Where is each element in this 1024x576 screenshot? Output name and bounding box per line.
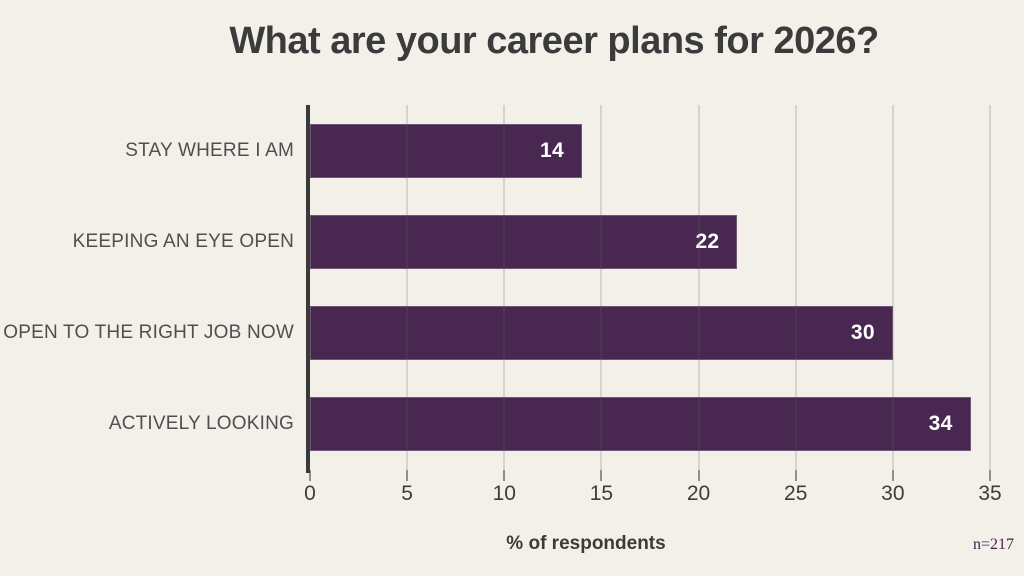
gridline xyxy=(503,105,506,470)
x-tick-mark xyxy=(697,470,700,481)
x-tick-label: 25 xyxy=(784,482,808,505)
bar-1: 22 xyxy=(310,214,738,269)
bar-0: 14 xyxy=(310,123,582,178)
x-tick-label: 0 xyxy=(304,482,316,505)
gridline xyxy=(697,105,700,470)
x-tick-label: 30 xyxy=(881,482,905,505)
gridline xyxy=(891,105,894,470)
x-tick-mark xyxy=(309,470,311,481)
x-tick-mark xyxy=(891,470,894,481)
bar-value-label: 30 xyxy=(850,321,875,345)
x-axis: 0 5 10 15 20 25 30 35 xyxy=(304,470,1002,520)
bar-value-label: 22 xyxy=(695,229,720,253)
x-tick-mark xyxy=(989,470,991,481)
x-tick-mark xyxy=(600,470,603,481)
category-label-1: KEEPING AN EYE OPEN xyxy=(72,230,294,252)
category-axis-labels: STAY WHERE I AM KEEPING AN EYE OPEN OPEN T… xyxy=(0,105,294,470)
bar-3: 34 xyxy=(310,397,971,452)
chart-title: What are your career plans for 2026? xyxy=(229,20,879,62)
x-tick-label: 35 xyxy=(978,482,1002,505)
plot-area: 14 22 30 34 xyxy=(306,105,991,473)
gridline xyxy=(794,105,797,470)
x-tick-mark xyxy=(406,470,409,481)
x-tick-mark xyxy=(794,470,797,481)
x-tick-mark xyxy=(503,470,506,481)
x-tick-label: 10 xyxy=(492,482,516,505)
gridline xyxy=(406,105,409,470)
category-label-0: STAY WHERE I AM xyxy=(125,139,294,161)
y-axis-line xyxy=(306,105,310,473)
gridline xyxy=(989,105,991,470)
gridline xyxy=(600,105,603,470)
x-tick-label: 20 xyxy=(686,482,711,505)
x-tick-label: 15 xyxy=(589,482,614,505)
bar-2: 30 xyxy=(310,306,893,361)
category-label-3: ACTIVELY LOOKING xyxy=(108,413,294,435)
x-axis-title: % of respondents xyxy=(506,533,666,554)
sample-size-footnote: n=217 xyxy=(972,536,1014,553)
x-tick-label: 5 xyxy=(401,482,413,505)
category-label-2: OPEN TO THE RIGHT JOB NOW xyxy=(3,322,294,344)
bar-value-label: 34 xyxy=(928,412,953,436)
bar-value-label: 14 xyxy=(540,138,564,162)
